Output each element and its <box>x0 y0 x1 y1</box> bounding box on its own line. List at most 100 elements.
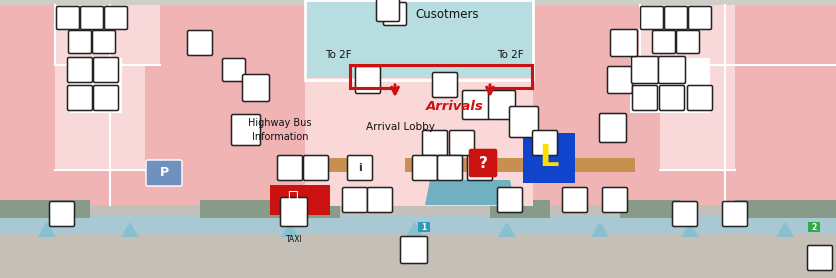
FancyBboxPatch shape <box>94 58 119 83</box>
FancyBboxPatch shape <box>348 155 373 180</box>
FancyBboxPatch shape <box>599 113 626 143</box>
FancyBboxPatch shape <box>68 58 93 83</box>
FancyBboxPatch shape <box>672 202 697 227</box>
FancyBboxPatch shape <box>93 31 115 53</box>
FancyBboxPatch shape <box>49 202 74 227</box>
FancyBboxPatch shape <box>57 6 79 29</box>
Text: L: L <box>539 143 558 173</box>
Bar <box>418 222 430 232</box>
FancyBboxPatch shape <box>808 245 833 270</box>
FancyBboxPatch shape <box>462 91 490 120</box>
Bar <box>660 65 735 170</box>
FancyBboxPatch shape <box>355 66 380 93</box>
FancyBboxPatch shape <box>242 75 269 101</box>
Polygon shape <box>591 222 609 237</box>
Polygon shape <box>281 222 299 237</box>
FancyBboxPatch shape <box>343 187 368 212</box>
FancyBboxPatch shape <box>437 155 462 180</box>
Bar <box>523 133 575 183</box>
Bar <box>55 65 145 170</box>
Polygon shape <box>681 222 699 237</box>
Bar <box>0 215 836 233</box>
Text: Arrivals: Arrivals <box>426 101 484 113</box>
Bar <box>725 5 836 205</box>
FancyBboxPatch shape <box>422 130 447 155</box>
FancyBboxPatch shape <box>608 66 633 93</box>
FancyBboxPatch shape <box>232 115 261 145</box>
FancyBboxPatch shape <box>687 86 712 110</box>
Text: To 2F: To 2F <box>497 50 523 60</box>
FancyBboxPatch shape <box>497 187 522 212</box>
FancyBboxPatch shape <box>488 91 516 120</box>
Text: 1: 1 <box>421 222 426 232</box>
FancyBboxPatch shape <box>660 86 685 110</box>
Bar <box>305 0 533 78</box>
FancyBboxPatch shape <box>303 155 329 180</box>
Bar <box>290 158 370 172</box>
FancyBboxPatch shape <box>689 6 711 29</box>
Bar <box>808 222 820 232</box>
FancyBboxPatch shape <box>640 6 664 29</box>
Circle shape <box>351 159 369 177</box>
Bar <box>70 58 122 113</box>
FancyBboxPatch shape <box>533 130 558 155</box>
Bar <box>270 185 330 215</box>
FancyBboxPatch shape <box>281 197 308 227</box>
Text: TAXI: TAXI <box>286 235 303 244</box>
Bar <box>0 205 836 278</box>
FancyBboxPatch shape <box>400 237 427 264</box>
Bar <box>630 58 710 113</box>
FancyBboxPatch shape <box>659 56 686 83</box>
Bar <box>405 158 635 172</box>
FancyBboxPatch shape <box>676 31 700 53</box>
Bar <box>0 5 110 205</box>
FancyBboxPatch shape <box>146 160 182 186</box>
FancyBboxPatch shape <box>384 3 406 26</box>
FancyBboxPatch shape <box>69 31 91 53</box>
Bar <box>55 5 160 65</box>
Polygon shape <box>776 222 794 237</box>
Bar <box>305 78 533 206</box>
FancyBboxPatch shape <box>603 187 628 212</box>
FancyBboxPatch shape <box>665 6 687 29</box>
Text: P: P <box>160 165 169 178</box>
Bar <box>0 200 90 218</box>
Bar <box>305 0 533 80</box>
FancyBboxPatch shape <box>187 31 212 56</box>
Polygon shape <box>425 180 515 205</box>
Bar <box>490 200 550 218</box>
FancyBboxPatch shape <box>610 29 638 56</box>
Bar <box>640 5 735 65</box>
FancyBboxPatch shape <box>470 150 497 177</box>
FancyBboxPatch shape <box>467 155 492 180</box>
FancyBboxPatch shape <box>450 130 475 155</box>
FancyBboxPatch shape <box>412 155 437 180</box>
Polygon shape <box>38 222 56 237</box>
Text: 🚬: 🚬 <box>288 190 298 208</box>
Bar <box>620 200 680 218</box>
Text: Highway Bus
Information: Highway Bus Information <box>248 118 312 142</box>
Polygon shape <box>498 222 516 237</box>
Text: Cusotmers: Cusotmers <box>415 8 479 21</box>
FancyBboxPatch shape <box>80 6 104 29</box>
Polygon shape <box>406 222 424 237</box>
Text: 2: 2 <box>812 222 817 232</box>
FancyBboxPatch shape <box>68 86 93 110</box>
FancyBboxPatch shape <box>633 86 657 110</box>
Polygon shape <box>121 222 139 237</box>
FancyBboxPatch shape <box>563 187 588 212</box>
Bar <box>735 200 836 218</box>
FancyBboxPatch shape <box>368 187 392 212</box>
FancyBboxPatch shape <box>278 155 303 180</box>
FancyBboxPatch shape <box>432 73 457 98</box>
FancyBboxPatch shape <box>222 58 246 81</box>
Bar <box>110 5 725 205</box>
FancyBboxPatch shape <box>722 202 747 227</box>
Text: i: i <box>358 163 362 173</box>
FancyBboxPatch shape <box>631 56 659 83</box>
FancyBboxPatch shape <box>509 106 538 138</box>
FancyBboxPatch shape <box>653 31 675 53</box>
FancyBboxPatch shape <box>104 6 128 29</box>
Bar <box>200 200 340 218</box>
Text: Arrival Lobby: Arrival Lobby <box>365 122 435 132</box>
